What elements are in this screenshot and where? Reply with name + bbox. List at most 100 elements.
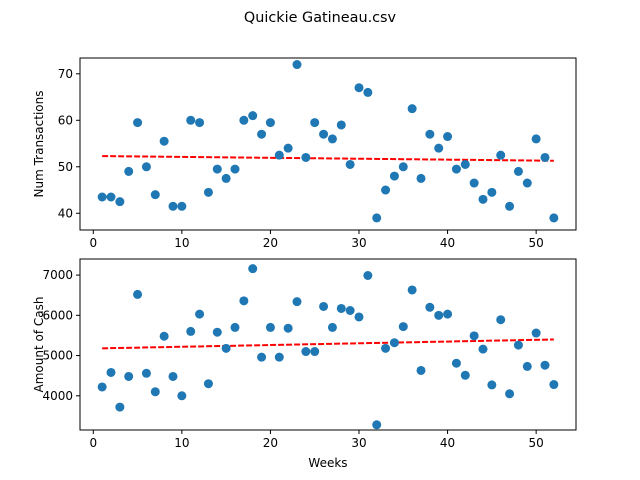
data-point <box>496 315 506 325</box>
data-point <box>416 365 426 375</box>
data-point <box>257 352 267 362</box>
data-point <box>487 187 497 197</box>
data-point <box>372 420 382 430</box>
data-point <box>363 270 373 280</box>
x-tick-label: 40 <box>440 236 455 250</box>
x-tick-label: 40 <box>440 436 455 450</box>
x-axis-label: Weeks <box>308 456 347 470</box>
data-point <box>212 164 222 174</box>
trend-line <box>102 155 554 162</box>
data-point <box>354 83 364 93</box>
data-point <box>540 360 550 370</box>
data-point <box>513 340 523 350</box>
data-point <box>549 213 559 223</box>
data-point <box>248 264 258 274</box>
data-point <box>319 301 329 311</box>
data-point <box>150 190 160 200</box>
data-point <box>97 382 107 392</box>
data-point <box>230 322 240 332</box>
data-point <box>274 150 284 160</box>
data-point <box>212 327 222 337</box>
data-point <box>186 115 196 125</box>
data-point <box>141 368 151 378</box>
data-point <box>505 201 515 211</box>
y-tick-label: 50 <box>58 160 73 174</box>
axes-frame <box>79 57 577 231</box>
x-tick-label: 10 <box>174 436 189 450</box>
data-point <box>381 185 391 195</box>
x-tick-label: 20 <box>263 436 278 450</box>
data-point <box>230 164 240 174</box>
data-point <box>496 150 506 160</box>
data-point <box>451 358 461 368</box>
data-point <box>177 201 187 211</box>
data-point <box>141 162 151 172</box>
data-point <box>487 380 497 390</box>
trend-line <box>102 338 554 350</box>
data-point <box>239 296 249 306</box>
data-point <box>124 166 134 176</box>
x-tick-label: 20 <box>263 236 278 250</box>
data-point <box>168 201 178 211</box>
data-point <box>540 152 550 162</box>
data-point <box>336 120 346 130</box>
data-point <box>106 192 116 202</box>
data-point <box>469 331 479 341</box>
y-tick-label: 70 <box>58 67 73 81</box>
data-point <box>478 344 488 354</box>
data-point <box>434 143 444 153</box>
data-point <box>327 322 337 332</box>
data-point <box>159 331 169 341</box>
data-point <box>203 187 213 197</box>
data-point <box>363 87 373 97</box>
data-point <box>195 118 205 128</box>
data-point <box>265 118 275 128</box>
data-point <box>549 380 559 390</box>
data-point <box>168 371 178 381</box>
x-tick-label: 0 <box>89 236 97 250</box>
data-point <box>274 352 284 362</box>
y-tick-label: 4000 <box>42 389 73 403</box>
data-point <box>327 134 337 144</box>
data-point <box>292 60 302 70</box>
data-point <box>372 213 382 223</box>
data-point <box>239 115 249 125</box>
data-point <box>469 178 479 188</box>
data-point <box>248 111 258 121</box>
data-point <box>133 118 143 128</box>
x-tick-label: 30 <box>351 436 366 450</box>
data-point <box>292 297 302 307</box>
data-point <box>425 302 435 312</box>
data-point <box>257 129 267 139</box>
data-point <box>451 164 461 174</box>
bottom-subplot: 0 10 20 30 40 50 4000 5000 6000 7000 Amount of Cas… <box>32 258 577 470</box>
data-point <box>124 371 134 381</box>
data-point <box>319 129 329 139</box>
data-point <box>97 192 107 202</box>
data-point <box>221 343 231 353</box>
data-point <box>133 289 143 299</box>
data-point <box>381 343 391 353</box>
data-point <box>195 309 205 319</box>
data-point <box>336 303 346 313</box>
data-point <box>150 387 160 397</box>
data-point <box>115 402 125 412</box>
y-axis-label: Num Transactions <box>32 91 46 198</box>
data-point <box>301 152 311 162</box>
data-point <box>283 323 293 333</box>
data-point <box>531 134 541 144</box>
data-point <box>443 132 453 142</box>
data-point <box>310 118 320 128</box>
data-point <box>345 306 355 316</box>
y-tick-label: 40 <box>58 206 73 220</box>
y-tick-label: 7000 <box>42 268 73 282</box>
y-axis-label: Amount of Cash <box>32 297 46 393</box>
data-point <box>115 197 125 207</box>
x-tick-label: 50 <box>529 236 544 250</box>
data-point <box>186 326 196 336</box>
x-tick-label: 10 <box>174 236 189 250</box>
data-point <box>398 322 408 332</box>
data-point <box>345 159 355 169</box>
